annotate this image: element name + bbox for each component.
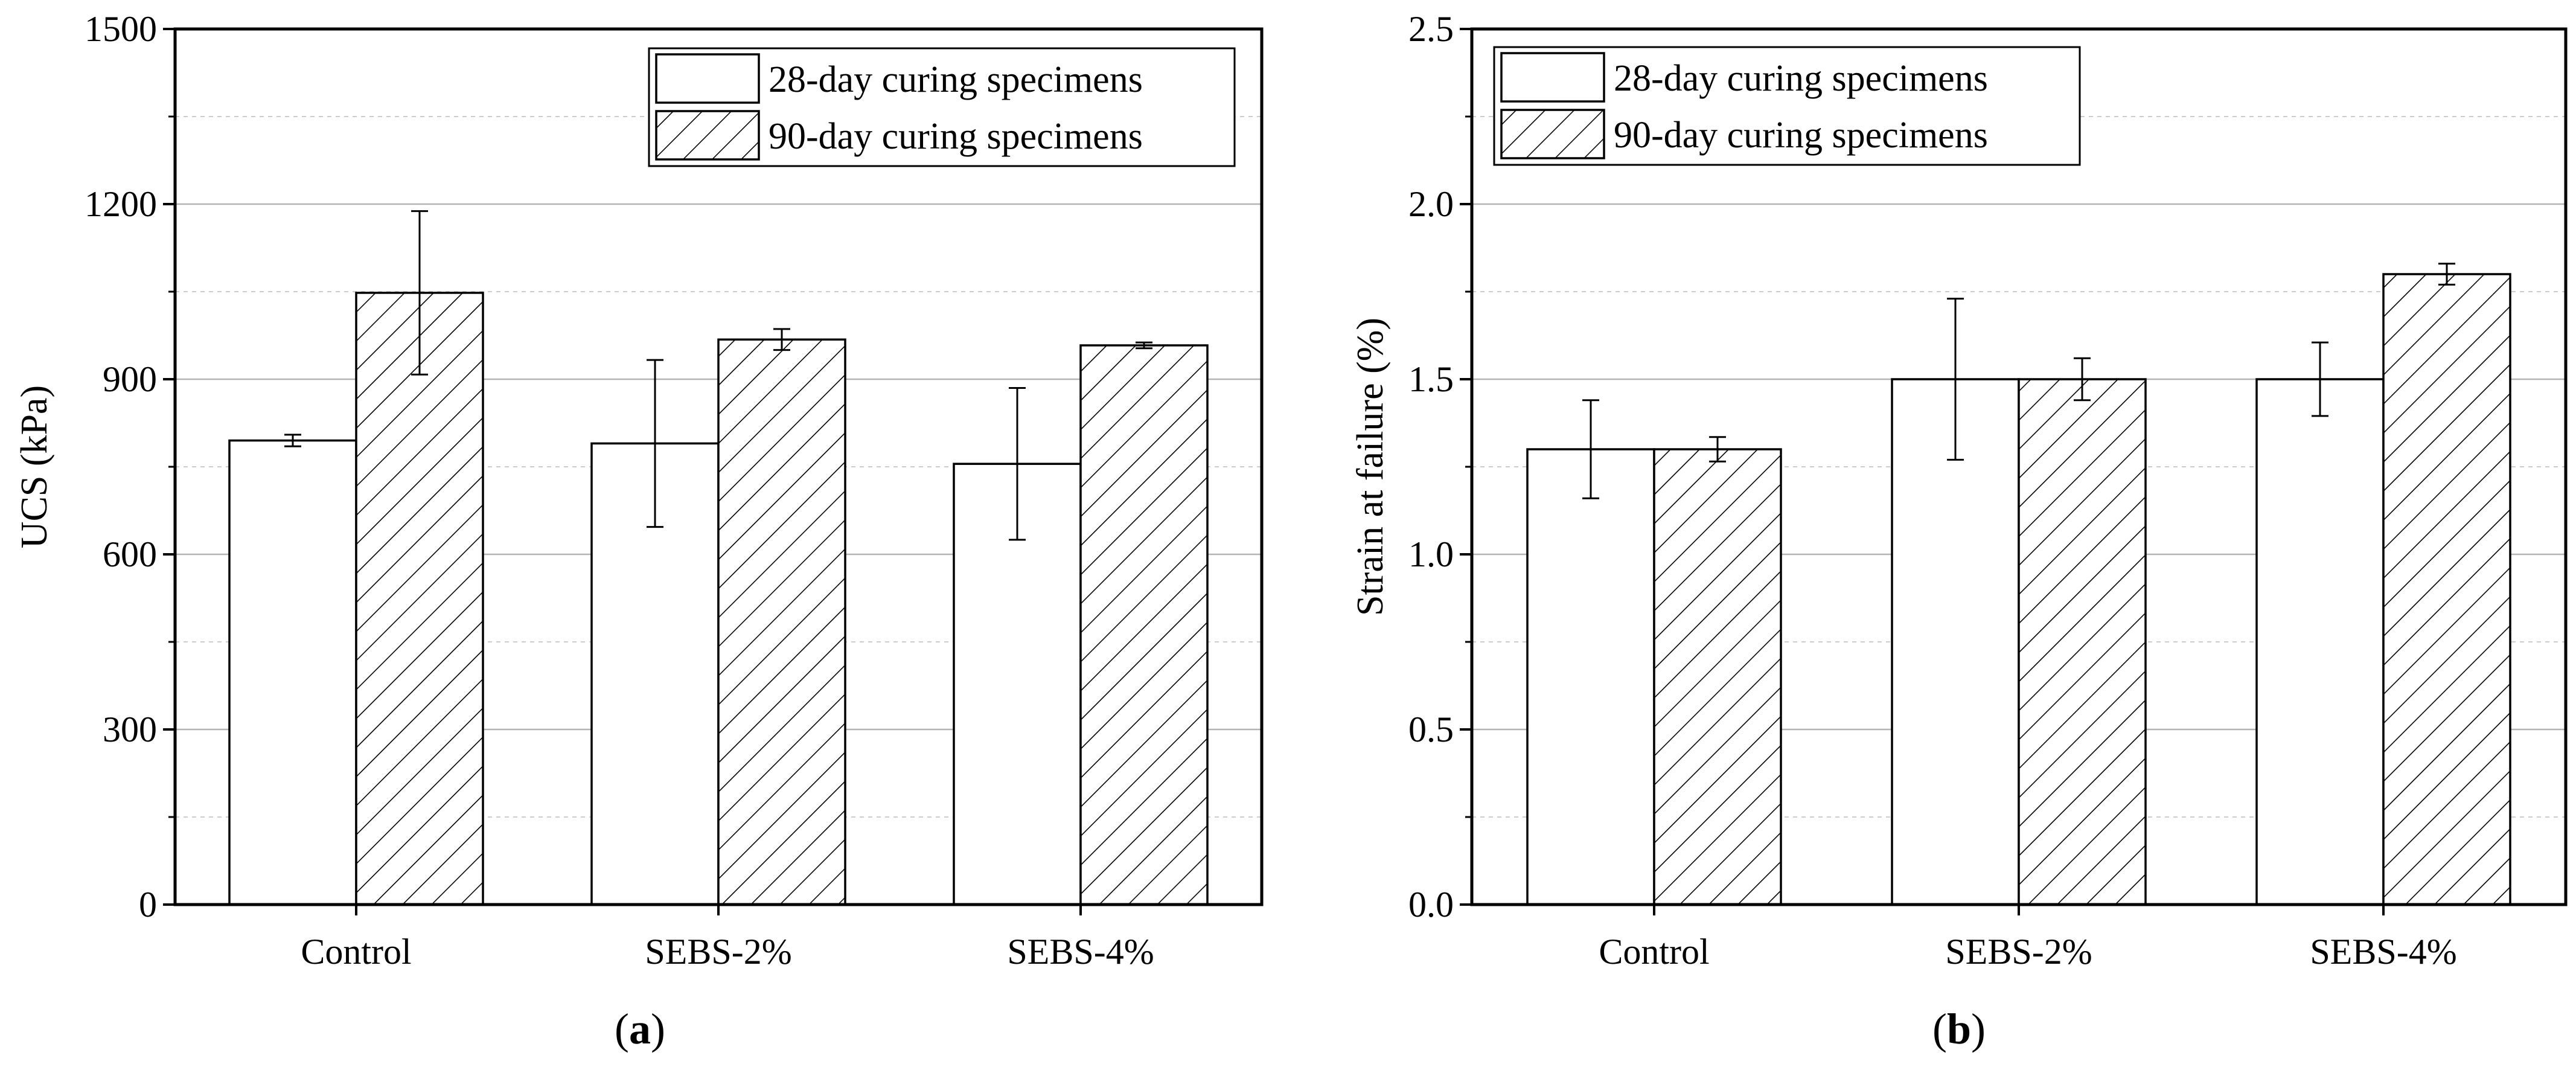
y-tick-label: 1500: [85, 9, 157, 49]
y-tick-label: 2.5: [1408, 9, 1454, 49]
error-bar: [647, 359, 663, 528]
x-tick-label: Control: [1599, 932, 1709, 972]
y-axis-label: Strain at failure (%): [1350, 318, 1391, 616]
chart-panel-b: 0.0 0.5 1.0 1.5 2.0 2.5 Control SEBS-2% SEBS-4%…: [1350, 9, 2568, 1053]
y-tick-label: 0: [139, 885, 157, 924]
bar-90-day-control: [355, 292, 484, 906]
panel-label-a: (a): [615, 1005, 665, 1053]
x-axis-ticks: Control SEBS-2% SEBS-4%: [1599, 905, 2457, 972]
error-bar: [1136, 341, 1152, 350]
error-bars: [284, 210, 1152, 541]
error-bars: [1582, 263, 2455, 499]
error-bar: [2074, 357, 2091, 402]
x-tick-label: Control: [301, 932, 411, 972]
legend-swatch-90-day: [655, 110, 760, 161]
legend-label-90-day: 90-day curing specimens: [769, 116, 1143, 157]
legend-label-28-day: 28-day curing specimens: [1614, 58, 1988, 99]
x-tick-label: SEBS-4%: [1007, 932, 1154, 972]
error-bar: [2312, 341, 2328, 417]
bar-28-day-sebs-4pct: [2255, 378, 2385, 906]
y-tick-label: 0.5: [1408, 710, 1454, 749]
error-bar: [773, 328, 790, 351]
y-tick-label: 300: [103, 710, 157, 749]
y-axis-ticks: 0.0 0.5 1.0 1.5 2.0 2.5: [1408, 9, 1472, 924]
legend-swatch-28-day: [1500, 52, 1605, 103]
bar-90-day-sebs-2pct: [717, 338, 846, 906]
bar-90-day-sebs-4pct: [2382, 273, 2511, 906]
bar-28-day-sebs-2pct: [1891, 378, 2020, 906]
error-bar: [1709, 436, 1726, 463]
y-tick-label: 1200: [85, 184, 157, 224]
error-bar: [2438, 263, 2455, 286]
error-bar: [1947, 298, 1964, 461]
panel-label-b: (b): [1932, 1005, 1986, 1053]
error-bar: [1009, 387, 1026, 541]
y-tick-label: 900: [103, 359, 157, 399]
legend-label-28-day: 28-day curing specimens: [769, 59, 1143, 100]
x-axis-ticks: Control SEBS-2% SEBS-4%: [301, 905, 1154, 972]
bar-90-day-sebs-4pct: [1079, 344, 1209, 906]
error-bar: [284, 434, 301, 447]
x-tick-label: SEBS-4%: [2310, 932, 2456, 972]
chart-panel-a: 0 300 600 900 1200 1500 Control SEBS-2% SEBS-4%…: [14, 9, 1264, 1053]
bar-group: [228, 292, 1209, 906]
legend: 28-day curing specimens 90-day curing sp…: [1493, 46, 2081, 166]
x-tick-label: SEBS-2%: [645, 932, 791, 972]
legend-swatch-28-day: [655, 53, 760, 104]
y-tick-label: 0.0: [1408, 885, 1454, 924]
y-axis-ticks: 0 300 600 900 1200 1500: [85, 9, 175, 924]
y-axis-label: UCS (kPa): [14, 385, 55, 548]
bar-28-day-control: [1526, 448, 1655, 906]
y-tick-label: 2.0: [1408, 184, 1454, 224]
bar-90-day-control: [1653, 448, 1782, 906]
y-tick-label: 600: [103, 534, 157, 574]
legend-swatch-90-day: [1500, 109, 1605, 159]
legend-label-90-day: 90-day curing specimens: [1614, 115, 1988, 156]
error-bar: [1582, 399, 1599, 499]
bar-90-day-sebs-2pct: [2018, 378, 2147, 906]
y-tick-label: 1.0: [1408, 534, 1454, 574]
bar-28-day-control: [228, 439, 357, 906]
legend: 28-day curing specimens 90-day curing sp…: [648, 47, 1236, 167]
bar-group: [1526, 273, 2511, 906]
y-tick-label: 1.5: [1408, 359, 1454, 399]
x-tick-label: SEBS-2%: [1945, 932, 2092, 972]
error-bar: [411, 210, 428, 376]
